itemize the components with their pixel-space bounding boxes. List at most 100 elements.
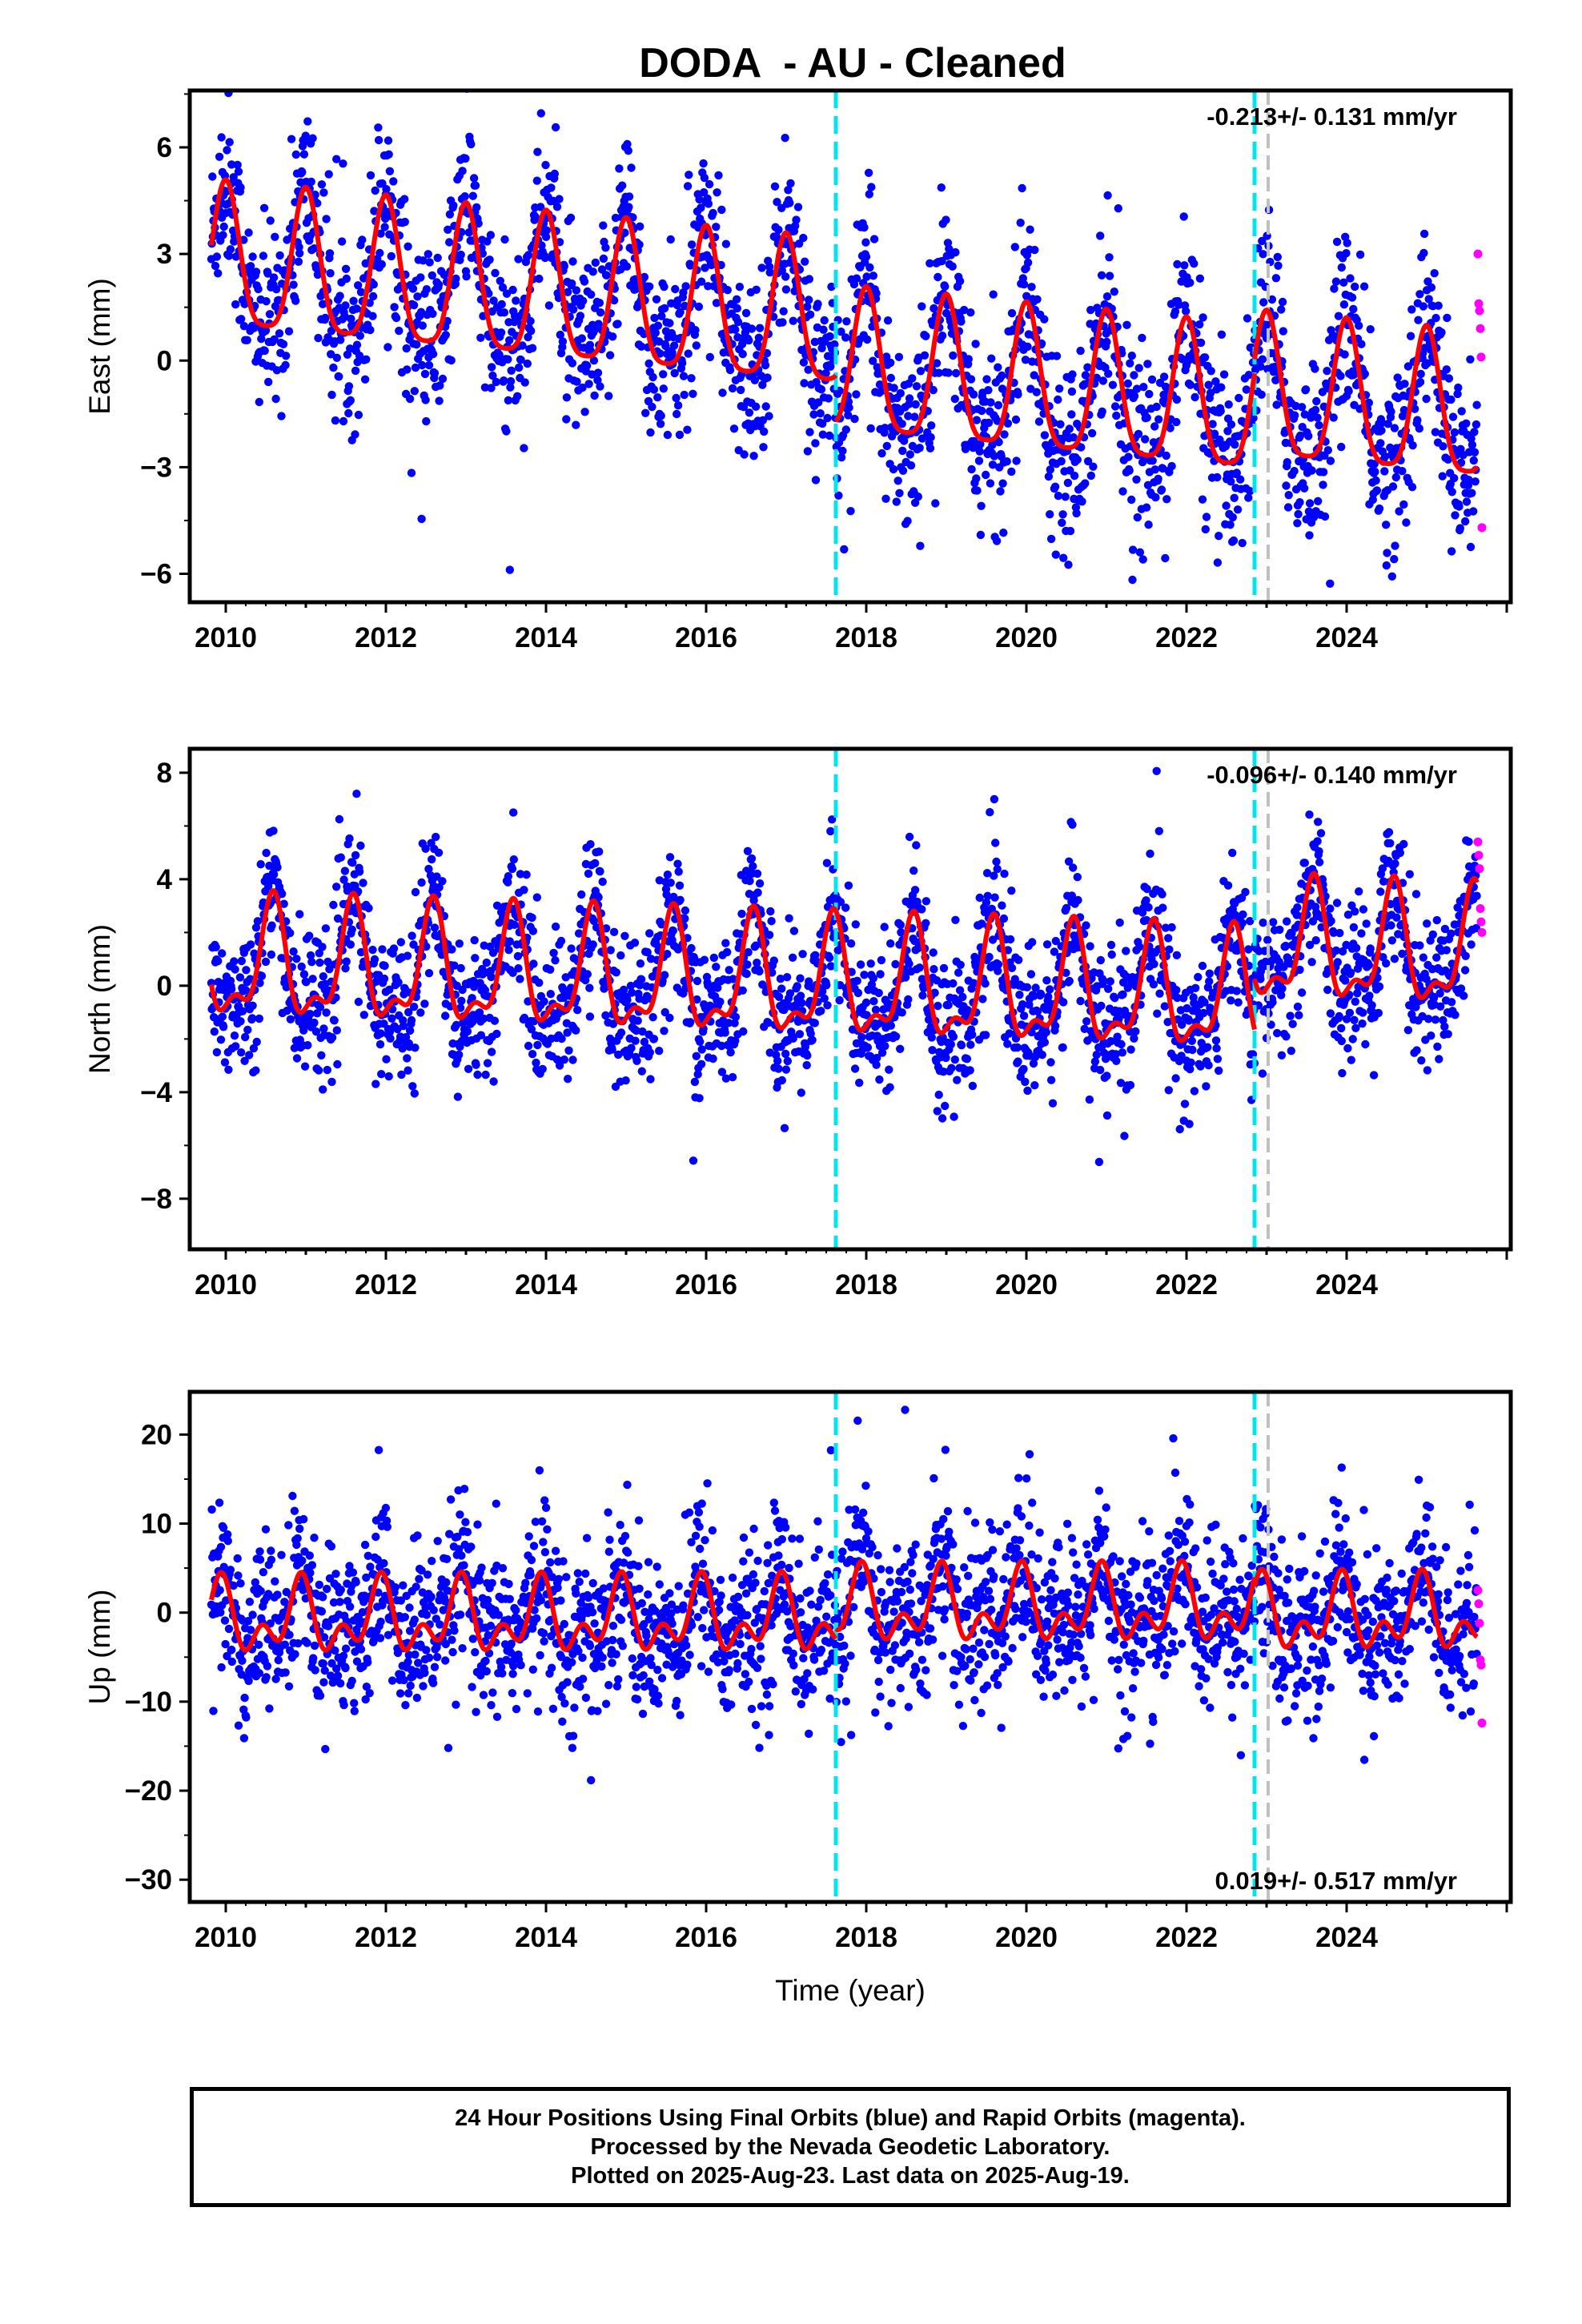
east-point-final — [1089, 462, 1098, 471]
east-point-final — [1219, 370, 1229, 379]
north-point-final — [1223, 881, 1233, 890]
east-point-final — [926, 444, 935, 452]
north-point-final — [612, 968, 620, 977]
north-point-final — [1196, 1062, 1205, 1071]
east-point-final — [938, 332, 947, 340]
north-point-final — [1007, 887, 1016, 895]
east-point-final — [1431, 313, 1440, 323]
east-point-final — [990, 452, 999, 460]
east-point-final — [1376, 439, 1385, 448]
east-xtick-label: 2022 — [1155, 622, 1218, 653]
north-point-final — [957, 1041, 966, 1050]
north-point-final — [663, 870, 673, 879]
north-point-final — [877, 1048, 887, 1057]
east-point-final — [882, 441, 892, 451]
east-xtick-label: 2010 — [195, 622, 257, 653]
north-point-final — [1335, 928, 1344, 938]
east-point-final — [640, 272, 649, 282]
north-point-final — [896, 1044, 905, 1054]
north-point-final — [314, 1066, 323, 1075]
east-point-final — [556, 330, 564, 340]
east-point-final — [353, 357, 362, 367]
east-point-final — [1447, 547, 1456, 556]
north-point-final — [1171, 1074, 1180, 1083]
north-point-final — [482, 958, 491, 967]
north-point-final — [546, 965, 555, 975]
east-point-final — [270, 335, 279, 344]
north-point-final — [370, 955, 379, 964]
east-point-final — [971, 340, 980, 348]
north-point-final — [532, 1058, 540, 1068]
east-point-final — [906, 461, 916, 470]
north-point-final — [1278, 984, 1287, 993]
east-point-final — [1402, 518, 1411, 527]
east-point-final — [723, 286, 732, 295]
north-point-final — [1067, 891, 1077, 900]
north-point-final — [348, 858, 357, 867]
north-point-final — [631, 1036, 640, 1045]
north-point-final — [241, 1032, 250, 1042]
north-point-final — [921, 897, 931, 906]
east-point-final — [1359, 282, 1369, 291]
north-point-final — [969, 979, 978, 987]
east-point-final — [816, 409, 825, 418]
north-point-final — [305, 931, 314, 940]
east-point-final — [1236, 475, 1245, 484]
north-point-final — [323, 1065, 331, 1075]
east-point-final — [1112, 411, 1121, 420]
north-point-final — [1228, 848, 1237, 858]
east-point-final — [383, 343, 392, 352]
east-point-final — [801, 257, 809, 266]
north-point-final — [1023, 1086, 1032, 1096]
north-point-final — [693, 995, 701, 1004]
east-point-final — [1391, 472, 1401, 482]
east-point-final — [1229, 536, 1239, 545]
east-point-final — [1442, 365, 1452, 374]
north-point-final — [409, 940, 418, 949]
north-point-final — [1215, 1066, 1223, 1076]
north-point-final — [452, 1020, 461, 1030]
north-point-final — [934, 1090, 943, 1100]
north-point-final — [1106, 1037, 1115, 1046]
north-point-final — [655, 1047, 664, 1055]
east-point-final — [536, 203, 545, 211]
east-point-final — [1077, 443, 1086, 452]
north-point-final — [253, 917, 263, 926]
north-point-final — [1281, 941, 1291, 951]
north-point-final — [483, 1059, 492, 1068]
east-point-final — [500, 235, 509, 244]
east-point-final — [1159, 372, 1169, 381]
east-point-final — [281, 360, 290, 370]
north-point-final — [404, 1007, 413, 1017]
north-point-final — [1343, 1043, 1352, 1053]
east-point-final — [234, 167, 243, 176]
east-point-final — [1407, 305, 1416, 314]
east-point-final — [1150, 422, 1159, 431]
east-point-final — [374, 135, 383, 145]
east-point-final — [1408, 441, 1417, 450]
east-ytick-label: 0 — [157, 345, 172, 376]
east-point-final — [321, 313, 330, 323]
east-point-final — [424, 360, 434, 370]
east-point-final — [942, 215, 950, 224]
north-point-final — [881, 1042, 889, 1051]
east-point-final — [419, 256, 428, 265]
east-point-final — [486, 231, 496, 239]
east-point-final — [1339, 278, 1348, 287]
east-point-final — [1103, 191, 1112, 200]
east-point-final — [524, 332, 532, 342]
east-point-final — [351, 366, 360, 376]
north-point-final — [1094, 1157, 1104, 1167]
east-point-final — [721, 239, 731, 248]
east-point-final — [717, 205, 726, 215]
north-point-final — [731, 1036, 740, 1045]
north-point-final — [524, 1041, 533, 1051]
east-point-final — [1450, 473, 1459, 483]
north-point-final — [1343, 911, 1353, 919]
east-point-final — [657, 312, 666, 320]
north-point-final — [909, 866, 918, 875]
east-point-final — [233, 160, 242, 170]
east-point-final — [1021, 356, 1030, 364]
east-point-final — [1395, 507, 1403, 516]
north-point-final — [968, 1030, 977, 1039]
